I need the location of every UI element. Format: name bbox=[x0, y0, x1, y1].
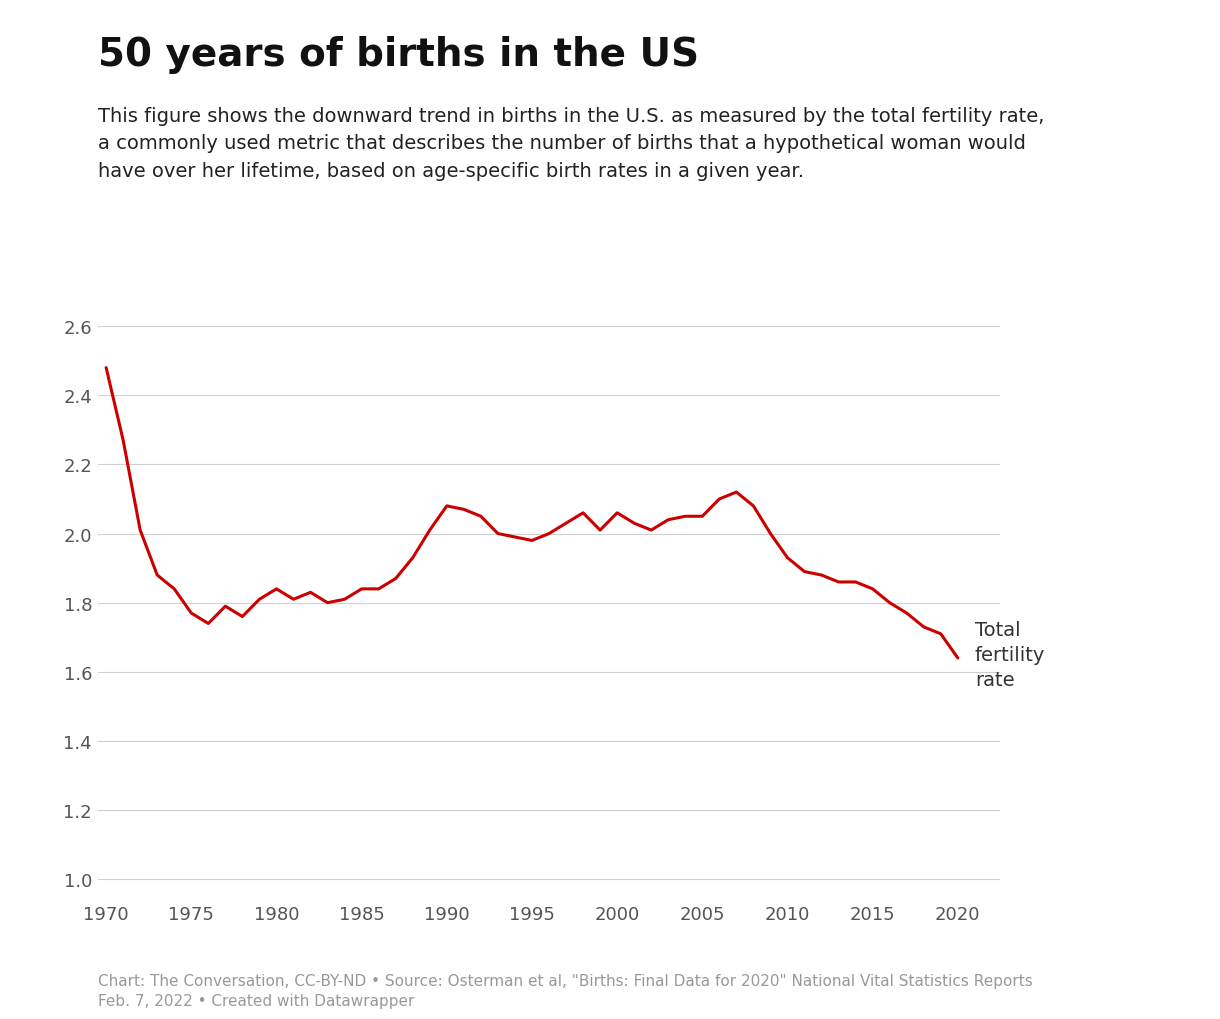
Text: 50 years of births in the US: 50 years of births in the US bbox=[98, 36, 699, 73]
Text: This figure shows the downward trend in births in the U.S. as measured by the to: This figure shows the downward trend in … bbox=[98, 107, 1044, 180]
Text: Total
fertility
rate: Total fertility rate bbox=[975, 621, 1046, 690]
Text: Chart: The Conversation, CC-BY-ND • Source: Osterman et al, "Births: Final Data : Chart: The Conversation, CC-BY-ND • Sour… bbox=[98, 973, 1032, 1008]
